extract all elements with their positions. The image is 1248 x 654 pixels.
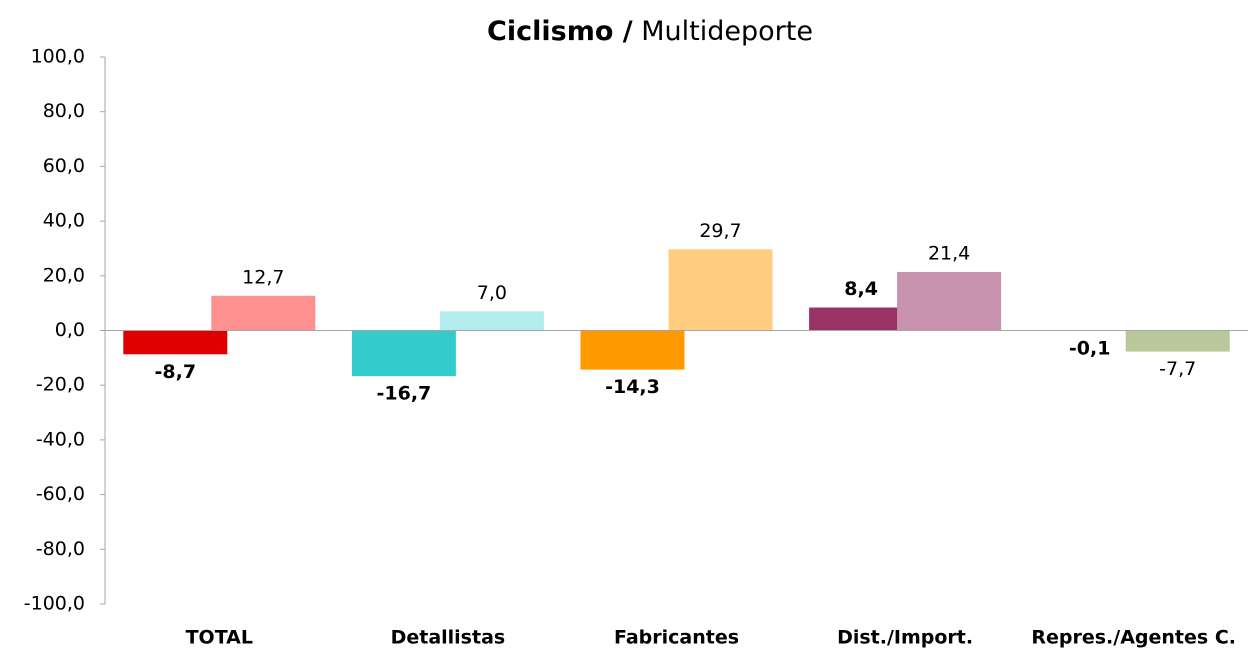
x-tick-label: TOTAL [186,627,253,649]
x-tick-label: Fabricantes [614,627,739,649]
data-label: 8,4 [844,278,878,300]
data-label: 7,0 [477,282,507,304]
x-tick-label: Dist./Import. [837,627,973,649]
x-tick-label: Repres./Agentes C. [1031,627,1236,649]
bar [351,330,456,377]
data-label: -14,3 [605,376,660,398]
y-tick-label: 20,0 [43,264,85,286]
data-label: -0,1 [1069,337,1111,359]
y-tick-label: -40,0 [36,428,85,450]
y-tick-label: 40,0 [43,210,85,232]
bar [580,330,685,370]
bar [809,307,914,331]
bar [1125,330,1230,352]
x-tick-label: Detallistas [391,627,506,649]
data-label: 29,7 [699,220,741,242]
y-tick-label: 0,0 [55,319,85,341]
y-tick-label: -80,0 [36,538,85,560]
chart-title: Ciclismo / Multideporte [487,16,813,47]
data-label: 21,4 [928,242,970,264]
y-tick-label: 100,0 [31,46,85,68]
bar [668,249,773,331]
y-tick-label: -100,0 [24,593,85,615]
data-label: -8,7 [155,361,197,383]
data-label: -7,7 [1159,358,1196,380]
y-tick-label: 60,0 [43,155,85,177]
data-label: -16,7 [377,383,432,405]
bar [211,295,316,331]
bar [897,271,1002,331]
y-tick-label: 80,0 [43,100,85,122]
title-regular: Multideporte [641,16,813,47]
data-label: 12,7 [242,266,284,288]
title-bold: Ciclismo / [487,16,633,47]
y-tick-label: -20,0 [36,374,85,396]
y-tick-label: -60,0 [36,483,85,505]
bar [439,311,544,331]
bar [123,330,228,355]
